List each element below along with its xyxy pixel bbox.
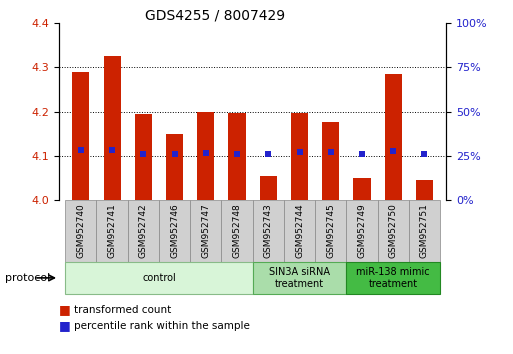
- Point: [420, 152, 428, 157]
- Text: GSM952747: GSM952747: [201, 204, 210, 258]
- Point: [202, 150, 210, 155]
- Text: GSM952750: GSM952750: [389, 204, 398, 258]
- Bar: [104, 56, 121, 200]
- Text: GSM952748: GSM952748: [232, 204, 242, 258]
- Bar: [291, 113, 308, 200]
- Text: miR-138 mimic
treatment: miR-138 mimic treatment: [357, 267, 430, 289]
- Bar: [190, 200, 222, 262]
- Text: GSM952741: GSM952741: [108, 204, 116, 258]
- Point: [389, 148, 397, 154]
- Bar: [222, 200, 253, 262]
- Bar: [378, 200, 409, 262]
- Text: GSM952751: GSM952751: [420, 204, 429, 258]
- Bar: [346, 262, 440, 294]
- Bar: [197, 112, 214, 200]
- Text: GSM952746: GSM952746: [170, 204, 179, 258]
- Text: GSM952742: GSM952742: [139, 204, 148, 258]
- Point: [327, 149, 335, 155]
- Bar: [128, 200, 159, 262]
- Bar: [315, 200, 346, 262]
- Bar: [260, 176, 277, 200]
- Point: [108, 147, 116, 153]
- Bar: [72, 72, 89, 200]
- Bar: [166, 133, 183, 200]
- Text: ■: ■: [59, 319, 71, 332]
- Bar: [353, 178, 370, 200]
- Bar: [96, 200, 128, 262]
- Bar: [416, 180, 433, 200]
- Text: protocol: protocol: [5, 273, 50, 283]
- Bar: [228, 113, 246, 200]
- Point: [233, 152, 241, 157]
- Bar: [135, 114, 152, 200]
- Text: control: control: [142, 273, 176, 283]
- Text: GDS4255 / 8007429: GDS4255 / 8007429: [145, 9, 286, 23]
- Text: percentile rank within the sample: percentile rank within the sample: [74, 321, 250, 331]
- Point: [264, 152, 272, 157]
- Bar: [409, 200, 440, 262]
- Text: SIN3A siRNA
treatment: SIN3A siRNA treatment: [269, 267, 330, 289]
- Point: [139, 151, 147, 156]
- Point: [295, 149, 304, 155]
- Text: ■: ■: [59, 303, 71, 316]
- Point: [170, 151, 179, 156]
- Bar: [65, 200, 96, 262]
- Bar: [253, 200, 284, 262]
- Text: GSM952745: GSM952745: [326, 204, 335, 258]
- Bar: [346, 200, 378, 262]
- Point: [77, 147, 85, 153]
- Text: transformed count: transformed count: [74, 305, 172, 315]
- Bar: [253, 262, 346, 294]
- Text: GSM952740: GSM952740: [76, 204, 85, 258]
- Bar: [385, 74, 402, 200]
- Text: GSM952749: GSM952749: [358, 204, 366, 258]
- Bar: [322, 122, 339, 200]
- Text: GSM952743: GSM952743: [264, 204, 273, 258]
- Bar: [159, 200, 190, 262]
- Text: GSM952744: GSM952744: [295, 204, 304, 258]
- Point: [358, 152, 366, 157]
- Bar: [65, 262, 253, 294]
- Bar: [284, 200, 315, 262]
